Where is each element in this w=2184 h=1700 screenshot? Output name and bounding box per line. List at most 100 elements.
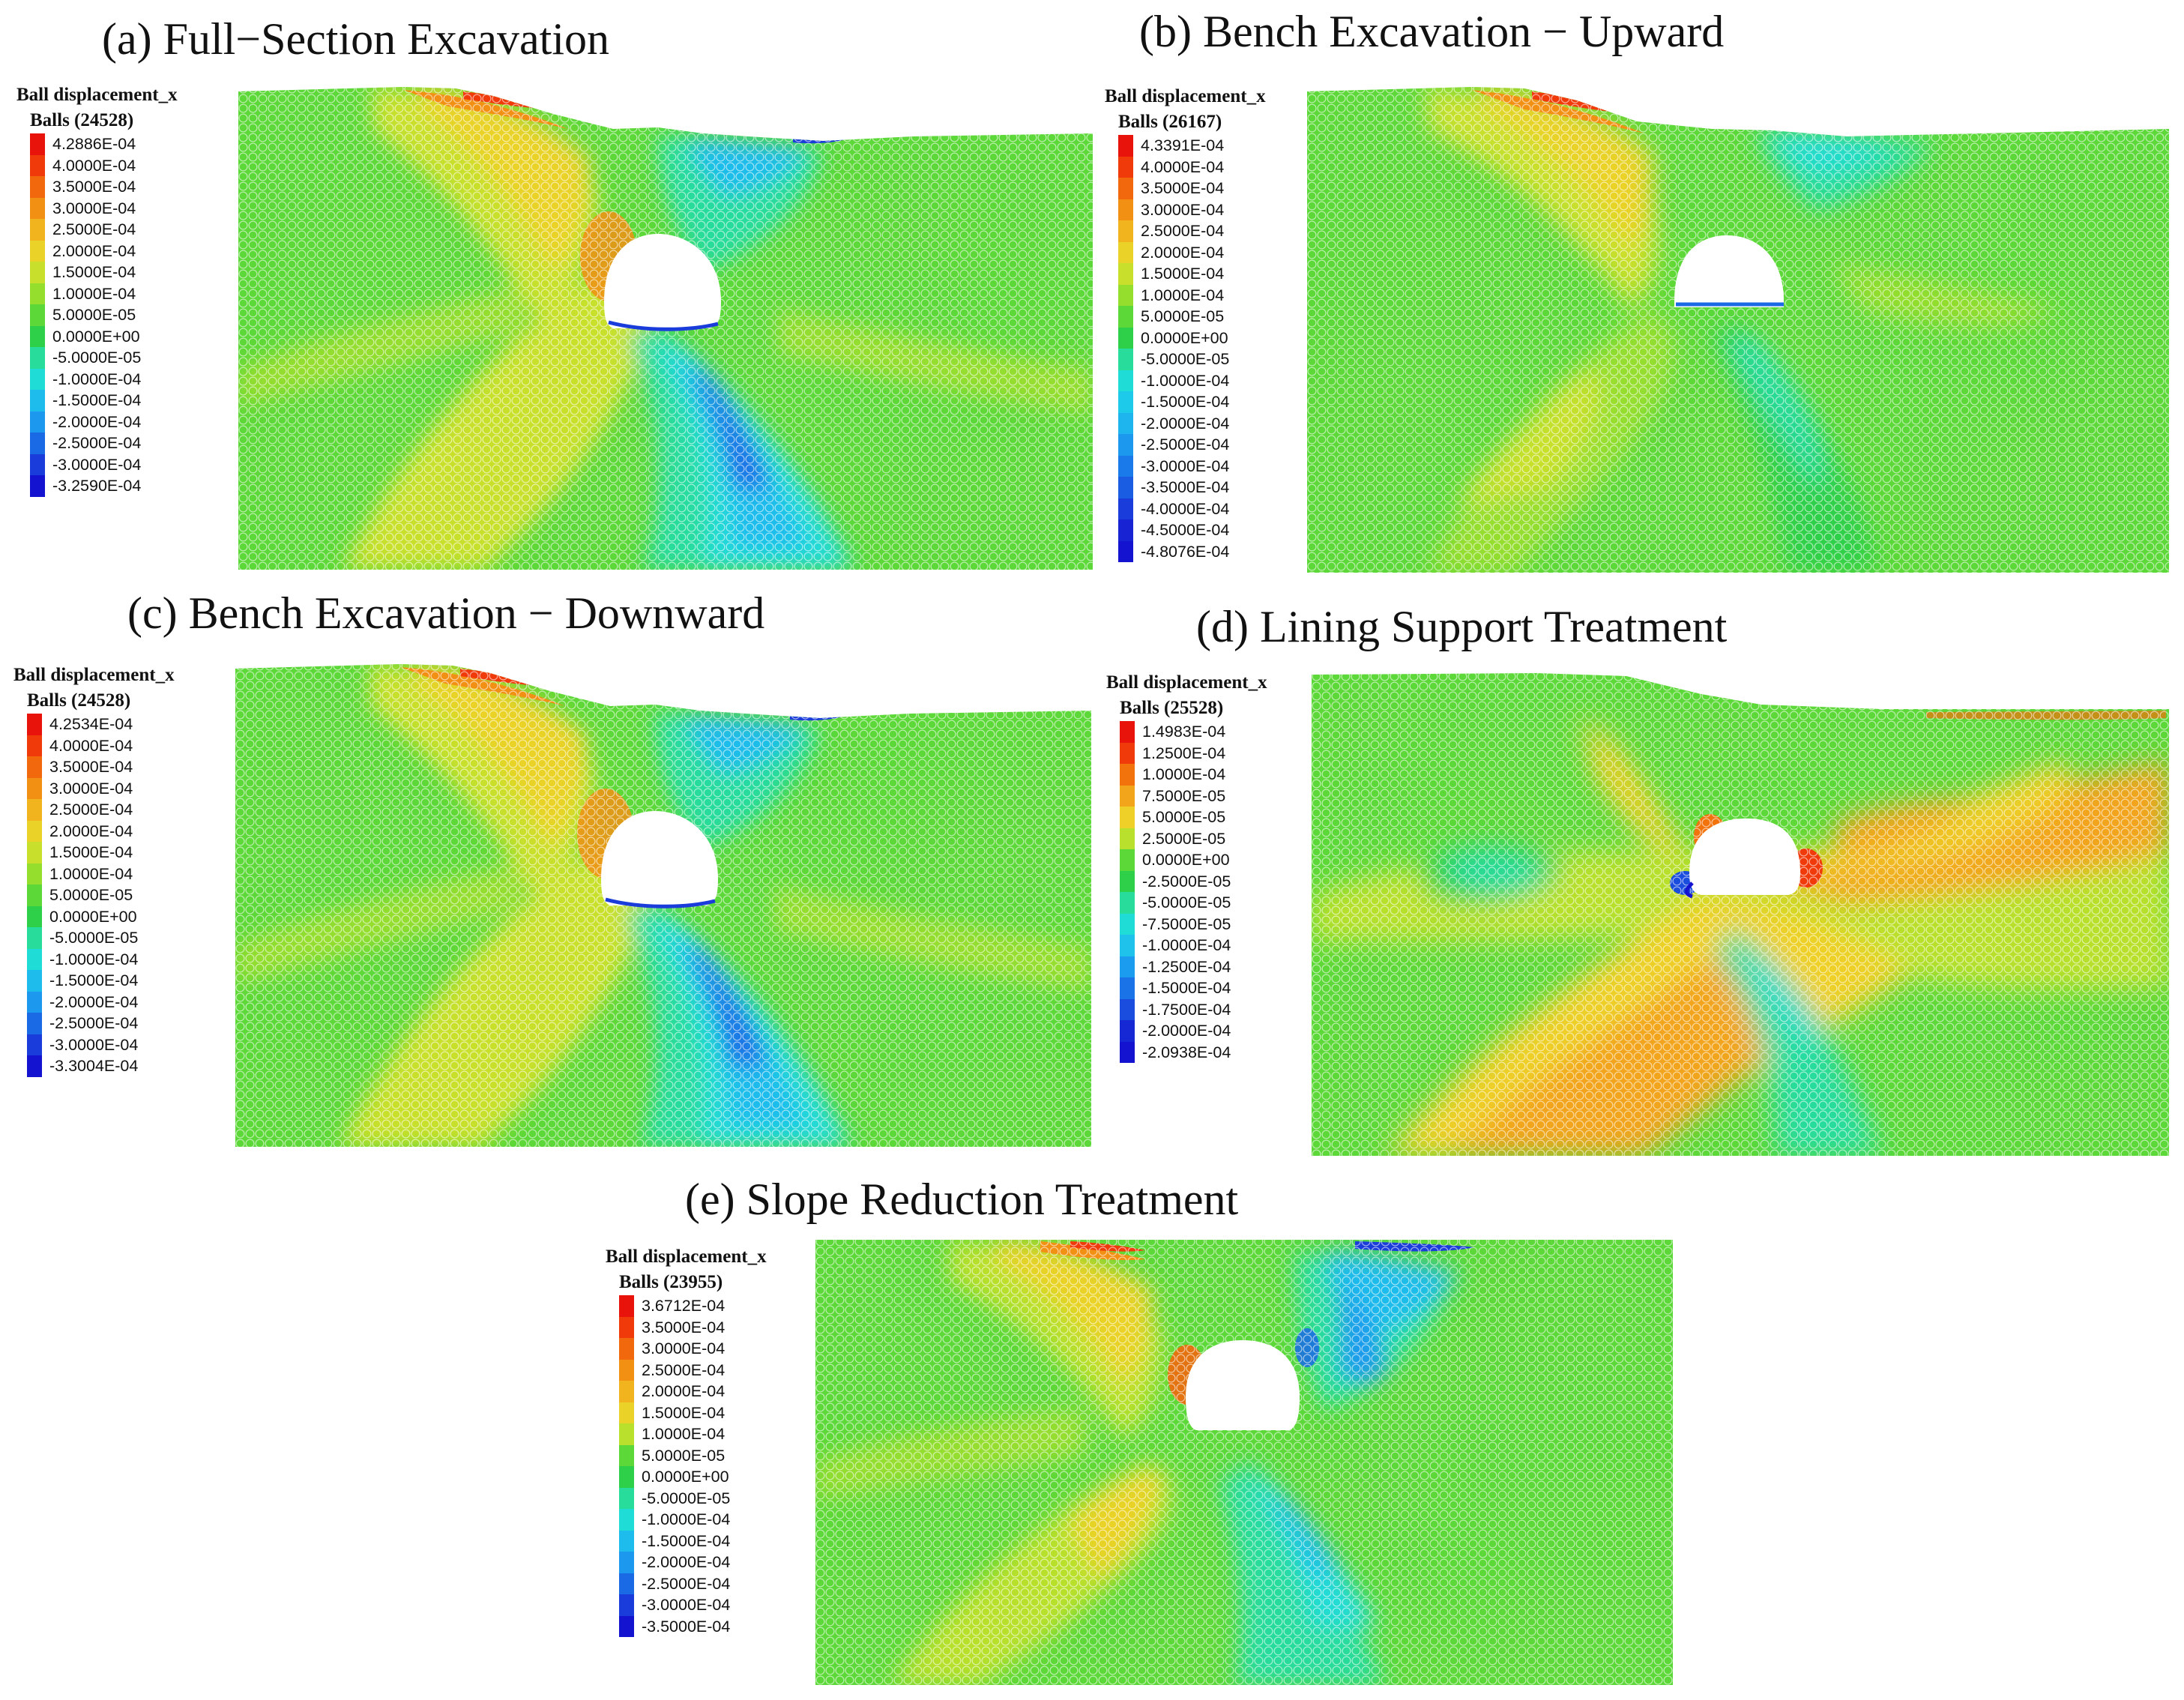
legend-row: -1.0000E-04 [1105, 370, 1266, 391]
legend-value: 3.0000E-04 [49, 779, 133, 798]
legend-swatch [619, 1402, 634, 1423]
legend-swatch [30, 240, 45, 262]
legend-swatch [27, 970, 42, 992]
legend-swatch [619, 1509, 634, 1531]
panel-b-legend: Ball displacement_x Balls (26167) 4.3391… [1105, 84, 1266, 562]
legend-row: 1.5000E-04 [1105, 263, 1266, 285]
legend-value: -5.0000E-05 [642, 1489, 731, 1507]
legend-row: -3.0000E-04 [13, 1034, 175, 1055]
legend-value: 3.0000E-04 [642, 1339, 726, 1357]
legend-row: 1.0000E-04 [1106, 764, 1267, 786]
legend-swatch [1118, 284, 1133, 306]
legend-swatch [30, 262, 45, 283]
legend-row: -2.5000E-05 [1106, 870, 1267, 892]
legend-count: Balls (24528) [30, 110, 134, 130]
legend-value: -1.0000E-04 [49, 950, 139, 968]
legend-swatch [1120, 1041, 1135, 1063]
legend-swatch [1120, 935, 1135, 956]
legend-value: -2.0000E-04 [1141, 414, 1230, 432]
panel-e-legend: Ball displacement_x Balls (23955) 3.6712… [606, 1244, 767, 1637]
legend-value: 4.2534E-04 [49, 715, 133, 733]
legend-swatch [1118, 349, 1133, 370]
legend-scale: 3.6712E-04 3.5000E-04 3.0000E-04 2.5000E-04… [606, 1295, 767, 1637]
legend-value: 1.0000E-04 [1141, 286, 1225, 304]
legend-row: -3.3004E-04 [13, 1055, 175, 1077]
legend-row: 3.5000E-04 [16, 176, 178, 198]
legend-value: 3.0000E-04 [52, 199, 136, 217]
legend-row: 2.0000E-04 [1105, 241, 1266, 263]
legend-swatch [30, 411, 45, 432]
legend-row: 1.2500E-04 [1106, 742, 1267, 764]
legend-swatch [27, 1013, 42, 1034]
legend-swatch [30, 304, 45, 326]
legend-value: 3.5000E-04 [1141, 179, 1225, 197]
legend-row: 1.4983E-04 [1106, 721, 1267, 743]
legend-swatch [1118, 540, 1133, 562]
legend-row: 5.0000E-05 [13, 884, 175, 906]
legend-row: 3.5000E-04 [1105, 178, 1266, 199]
legend-row: -5.0000E-05 [16, 347, 178, 369]
legend-value: 1.0000E-04 [642, 1425, 726, 1443]
legend-swatch [619, 1381, 634, 1402]
legend-swatch [619, 1338, 634, 1360]
legend-value: -1.7500E-04 [1142, 1000, 1231, 1019]
legend-swatch [1118, 327, 1133, 349]
legend-value: -2.5000E-04 [642, 1574, 731, 1593]
legend-value: -2.0000E-04 [642, 1553, 731, 1571]
legend-row: -2.5000E-04 [16, 432, 178, 454]
legend-swatch [27, 1034, 42, 1055]
legend-swatch [1118, 220, 1133, 242]
legend-swatch [27, 820, 42, 842]
legend-value: 1.2500E-04 [1142, 744, 1226, 762]
legend-row: 4.0000E-04 [16, 154, 178, 176]
legend-value: -2.5000E-04 [52, 434, 142, 452]
legend-title: Ball displacement_x [1106, 672, 1267, 693]
legend-row: 5.0000E-05 [1105, 306, 1266, 328]
legend-value: -1.5000E-04 [1142, 979, 1231, 997]
legend-row: -2.0000E-04 [16, 411, 178, 432]
legend-row: 0.0000E+00 [1106, 849, 1267, 871]
legend-swatch [30, 347, 45, 369]
legend-value: -3.5000E-04 [642, 1617, 731, 1636]
panel-d-contour-plot [1312, 672, 2169, 1156]
legend-swatch [1120, 892, 1135, 914]
legend-row: -1.0000E-04 [13, 948, 175, 970]
legend-swatch [30, 219, 45, 241]
legend-row: 4.3391E-04 [1105, 135, 1266, 157]
legend-row: 2.0000E-04 [13, 820, 175, 842]
legend-value: -3.0000E-04 [1141, 456, 1230, 475]
legend-swatch [30, 432, 45, 454]
legend-row: 0.0000E+00 [13, 905, 175, 927]
legend-value: 3.5000E-04 [49, 758, 133, 776]
legend-value: 1.0000E-04 [1142, 765, 1226, 783]
legend-row: 0.0000E+00 [1105, 327, 1266, 349]
legend-swatch [27, 905, 42, 927]
legend-count: Balls (23955) [619, 1272, 723, 1292]
legend-swatch [619, 1444, 634, 1466]
legend-scale: 4.2534E-04 4.0000E-04 3.5000E-04 3.0000E-04… [13, 714, 175, 1077]
legend-row: 0.0000E+00 [16, 325, 178, 347]
legend-row: -2.5000E-04 [1105, 434, 1266, 456]
legend-row: -5.0000E-05 [1106, 892, 1267, 914]
legend-swatch [619, 1487, 634, 1509]
legend-swatch [27, 863, 42, 884]
legend-swatch [1120, 1020, 1135, 1042]
legend-swatch [619, 1573, 634, 1594]
legend-row: 2.5000E-04 [1105, 220, 1266, 242]
legend-value: -4.0000E-04 [1141, 499, 1230, 518]
legend-swatch [1118, 412, 1133, 434]
legend-row: -3.0000E-04 [606, 1594, 767, 1616]
panel-b-title: (b) Bench Excavation − Upward [1139, 7, 1725, 56]
legend-row: -5.0000E-05 [13, 927, 175, 949]
legend-value: -1.2500E-04 [1142, 957, 1231, 976]
legend-row: 4.2534E-04 [13, 714, 175, 735]
panel-a-title: (a) Full−Section Excavation [102, 14, 609, 64]
legend-value: 3.5000E-04 [642, 1318, 726, 1336]
legend-swatch [1118, 135, 1133, 157]
legend-value: -3.0000E-04 [642, 1596, 731, 1614]
panel-e-title: (e) Slope Reduction Treatment [685, 1175, 1239, 1224]
legend-swatch [1118, 306, 1133, 328]
legend-value: 5.0000E-05 [52, 306, 136, 324]
legend-swatch [1118, 391, 1133, 413]
legend-swatch [27, 842, 42, 863]
